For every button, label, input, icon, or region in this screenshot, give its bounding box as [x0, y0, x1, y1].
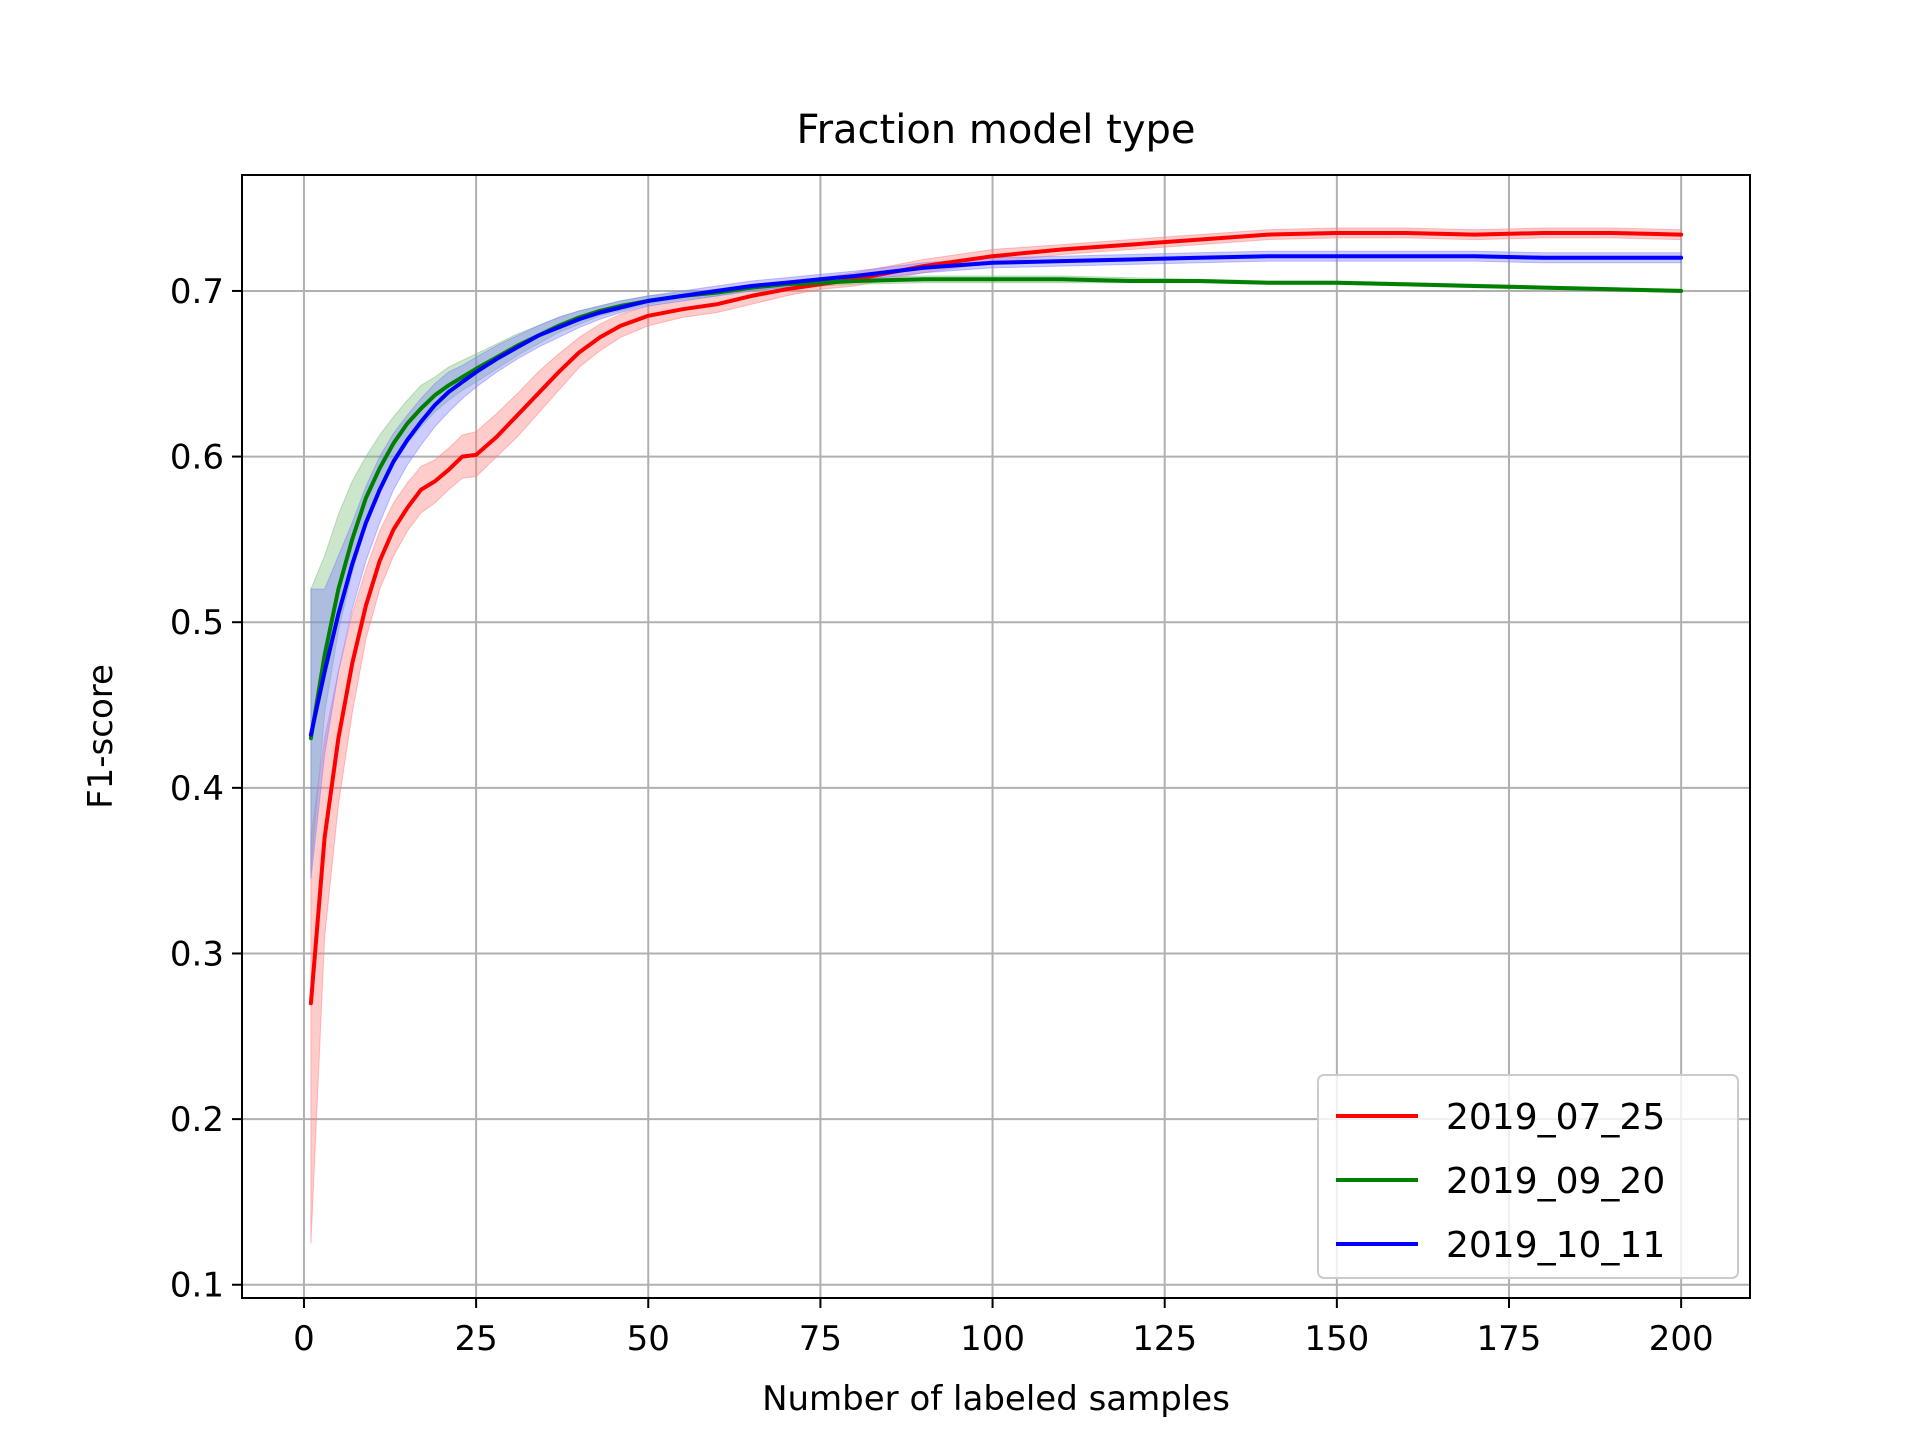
x-tick-label: 25: [454, 1319, 497, 1359]
x-axis-label: Number of labeled samples: [762, 1379, 1230, 1419]
y-axis-label: F1-score: [81, 664, 121, 809]
x-tick-label: 175: [1477, 1319, 1542, 1359]
x-tick-label: 75: [799, 1319, 842, 1359]
series-lines: [308, 231, 1684, 1006]
legend-label-2019_07_25: 2019_07_25: [1446, 1097, 1665, 1138]
plot-frame: [241, 174, 1751, 1299]
y-tick-label: 0.6: [170, 438, 224, 478]
x-tick-label: 50: [627, 1319, 670, 1359]
x-tick-label: 0: [293, 1319, 315, 1359]
legend-label-2019_09_20: 2019_09_20: [1446, 1161, 1665, 1202]
y-tick-label: 0.3: [170, 934, 224, 974]
y-axis-ticks: 0.1 0.2 0.3 0.4 0.5 0.6 0.7: [170, 272, 242, 1306]
legend-box: [1317, 1074, 1739, 1279]
x-tick-label: 150: [1304, 1319, 1369, 1359]
chart-title: Fraction model type: [796, 107, 1195, 153]
x-tick-label: 100: [960, 1319, 1025, 1359]
legend: 2019_07_25 2019_09_20 2019_10_11: [1317, 1074, 1739, 1279]
y-tick-label: 0.7: [170, 272, 224, 312]
x-tick-label: 125: [1132, 1319, 1197, 1359]
confidence-band-2019_10_11: [310, 250, 1682, 879]
series-line-2019_10_11: [308, 254, 1684, 737]
x-tick-label: 200: [1649, 1319, 1714, 1359]
x-axis-ticks: 0 25 50 75 100 125 150 175 200: [293, 1298, 1714, 1359]
legend-label-2019_10_11: 2019_10_11: [1446, 1225, 1665, 1266]
y-tick-label: 0.4: [170, 769, 224, 809]
confidence-band-2019_07_25: [310, 227, 1682, 1244]
series-line-2019_07_25: [308, 231, 1684, 1006]
y-tick-label: 0.1: [170, 1266, 224, 1306]
y-tick-label: 0.5: [170, 603, 224, 643]
y-tick-label: 0.2: [170, 1100, 224, 1140]
